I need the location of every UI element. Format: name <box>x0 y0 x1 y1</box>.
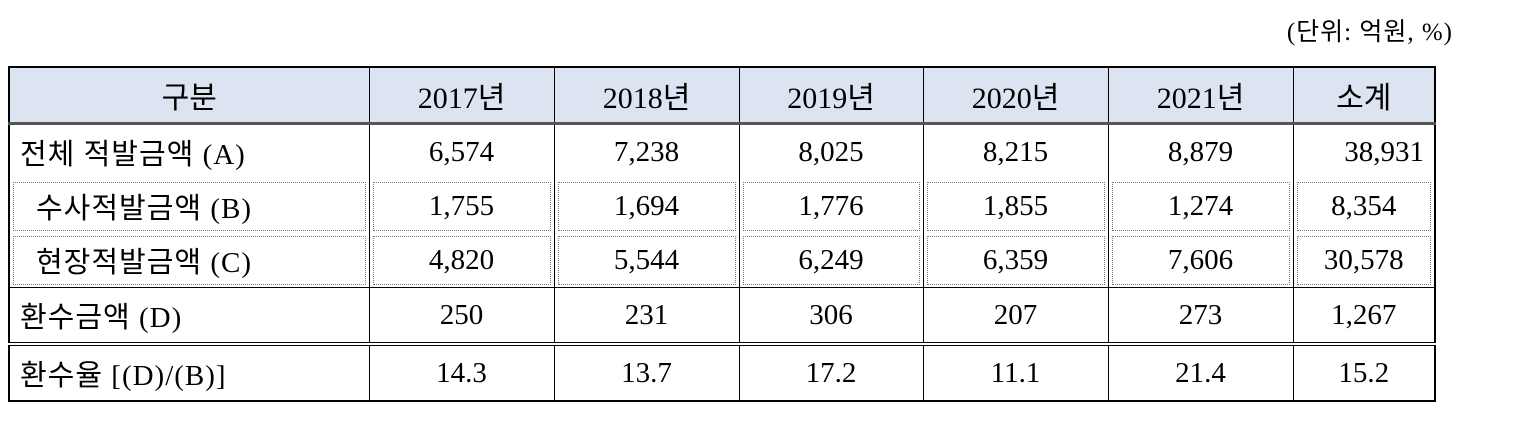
table-cell: 30,578 <box>1292 233 1436 288</box>
row-label: 전체 적발금액 (A) <box>8 123 370 179</box>
cell-value: 7,606 <box>1167 243 1234 276</box>
table-cell: 1,776 <box>738 179 924 233</box>
table-cell: 21.4 <box>1107 342 1294 401</box>
dotted-box: 수사적발금액 (B) <box>13 181 366 231</box>
header-cell-2019: 2019년 <box>738 67 924 125</box>
dotted-box: 6,359 <box>926 235 1105 285</box>
header-cell-2020: 2020년 <box>922 67 1109 125</box>
cell-value: 1,274 <box>1167 189 1234 222</box>
dotted-box: 1,274 <box>1111 181 1290 231</box>
table-row-field-detected: 현장적발금액 (C) 4,820 5,544 6,249 6,359 7,606… <box>8 233 1436 288</box>
table-cell: 306 <box>738 287 924 344</box>
dotted-box: 5,544 <box>557 235 736 285</box>
cell-value: 8,354 <box>1331 189 1397 222</box>
dotted-box: 4,820 <box>372 235 551 285</box>
table-cell: 8,025 <box>738 123 924 179</box>
dotted-box: 8,354 <box>1296 181 1431 231</box>
table-cell: 6,249 <box>738 233 924 288</box>
dotted-box: 1,855 <box>926 181 1105 231</box>
header-cell-2021: 2021년 <box>1107 67 1294 125</box>
table-cell: 11.1 <box>922 342 1109 401</box>
table-cell: 8,879 <box>1107 123 1294 179</box>
table-row-investigation-detected: 수사적발금액 (B) 1,755 1,694 1,776 1,855 1,274… <box>8 179 1436 233</box>
cell-value: 4,820 <box>428 243 495 276</box>
row-label: 환수금액 (D) <box>8 287 370 344</box>
cell-value: 5,544 <box>613 243 680 276</box>
table-cell: 1,274 <box>1107 179 1294 233</box>
cell-value: 1,776 <box>798 189 864 222</box>
cell-value: 1,694 <box>613 189 680 222</box>
cell-value: 1,855 <box>982 189 1049 222</box>
row-label-cell: 수사적발금액 (B) <box>8 179 370 233</box>
cell-value: 6,249 <box>798 243 864 276</box>
row-label: 환수율 [(D)/(B)] <box>8 342 370 401</box>
table-cell: 250 <box>368 287 555 344</box>
dotted-box: 1,755 <box>372 181 551 231</box>
row-label: 수사적발금액 (B) <box>36 193 252 225</box>
table-cell: 273 <box>1107 287 1294 344</box>
dotted-box: 현장적발금액 (C) <box>13 235 366 285</box>
table-cell: 7,238 <box>553 123 740 179</box>
header-cell-category: 구분 <box>8 67 370 125</box>
table-cell: 1,694 <box>553 179 740 233</box>
table-cell: 1,755 <box>368 179 555 233</box>
table-cell: 15.2 <box>1292 342 1436 401</box>
data-table: 구분 2017년 2018년 2019년 2020년 2021년 소계 전체 적… <box>8 66 1436 402</box>
table-cell: 5,544 <box>553 233 740 288</box>
cell-value: 6,359 <box>982 243 1049 276</box>
header-cell-subtotal: 소계 <box>1292 67 1436 125</box>
table-cell: 14.3 <box>368 342 555 401</box>
unit-note: (단위: 억원, %) <box>1286 19 1453 46</box>
table-cell: 17.2 <box>738 342 924 401</box>
table-cell: 8,354 <box>1292 179 1436 233</box>
table-cell: 207 <box>922 287 1109 344</box>
dotted-box: 1,776 <box>742 181 920 231</box>
table-cell: 13.7 <box>553 342 740 401</box>
table-row-recovered-amount: 환수금액 (D) 250 231 306 207 273 1,267 <box>8 287 1436 344</box>
table-cell: 7,606 <box>1107 233 1294 288</box>
table-cell: 6,359 <box>922 233 1109 288</box>
dotted-box: 7,606 <box>1111 235 1290 285</box>
table-row-recovery-rate: 환수율 [(D)/(B)] 14.3 13.7 17.2 11.1 21.4 1… <box>8 342 1436 401</box>
table-cell: 4,820 <box>368 233 555 288</box>
table-cell: 6,574 <box>368 123 555 179</box>
dotted-box: 6,249 <box>742 235 920 285</box>
table-cell: 1,267 <box>1292 287 1436 344</box>
table-cell: 8,215 <box>922 123 1109 179</box>
cell-value: 30,578 <box>1323 243 1404 276</box>
header-cell-2017: 2017년 <box>368 67 555 125</box>
table-cell-subtotal: 38,931 <box>1292 123 1436 179</box>
header-cell-2018: 2018년 <box>553 67 740 125</box>
table-cell: 231 <box>553 287 740 344</box>
row-label-cell: 현장적발금액 (C) <box>8 233 370 288</box>
dotted-box: 1,694 <box>557 181 736 231</box>
table-cell: 1,855 <box>922 179 1109 233</box>
dotted-box: 30,578 <box>1296 235 1431 285</box>
row-label: 현장적발금액 (C) <box>36 247 252 279</box>
cell-value: 1,755 <box>428 189 495 222</box>
table-header-row: 구분 2017년 2018년 2019년 2020년 2021년 소계 <box>8 67 1436 125</box>
table-row-total-detected: 전체 적발금액 (A) 6,574 7,238 8,025 8,215 8,87… <box>8 123 1436 179</box>
